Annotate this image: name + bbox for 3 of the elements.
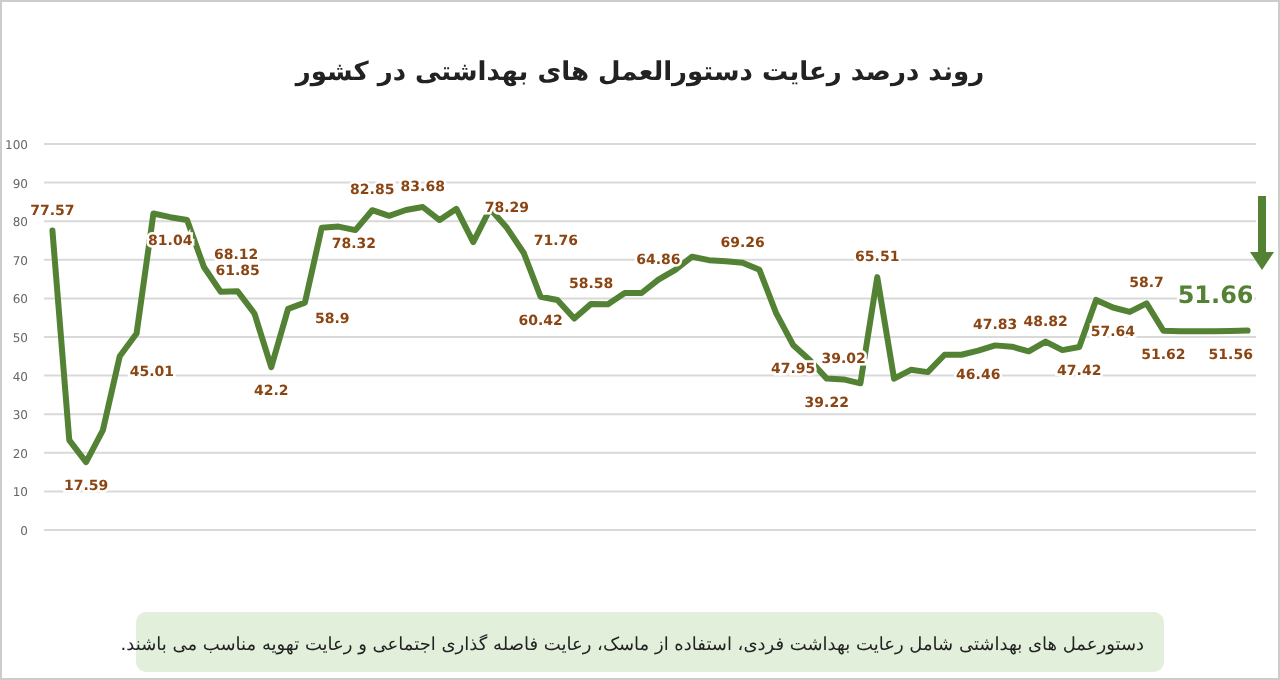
chart-title: روند درصد رعایت دستورالعمل های بهداشتی در کشور [293,58,985,88]
annotation-note: دستورعمل های بهداشتی شامل رعایت بهداشت فردی، استفاده از ماسک، رعایت فاصله گذاری اجتماعی و رعایت تهویه مناسب می باشند. [120,612,1164,672]
data-label: 51.66 [1177,280,1254,309]
